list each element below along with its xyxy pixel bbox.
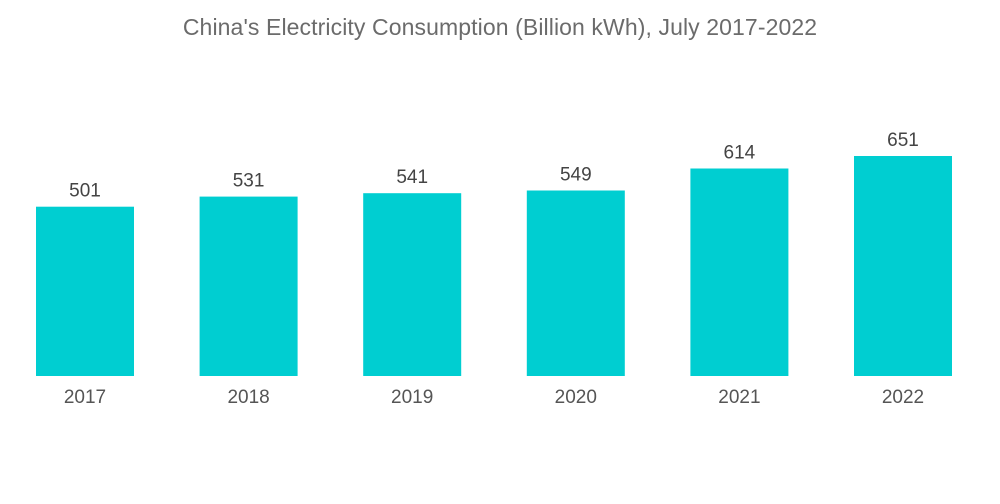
data-label-2018: 531	[233, 171, 265, 192]
data-label-2020: 549	[560, 165, 592, 186]
x-tick-label-2019: 2019	[391, 387, 433, 408]
data-label-2021: 614	[724, 143, 756, 164]
bar-2018	[199, 196, 298, 376]
x-tick-label-2018: 2018	[227, 387, 269, 408]
data-label-2022: 651	[887, 130, 919, 151]
x-tick-label-2020: 2020	[555, 387, 597, 408]
bar-2021	[690, 168, 789, 376]
data-label-2019: 541	[396, 167, 428, 188]
x-tick-label-2017: 2017	[64, 387, 106, 408]
data-label-2017: 501	[69, 181, 101, 202]
bar-2017	[36, 206, 134, 376]
bar-2022	[854, 156, 952, 376]
x-tick-label-2021: 2021	[718, 387, 760, 408]
bar-2020	[526, 190, 625, 376]
chart-title: China's Electricity Consumption (Billion…	[182, 14, 818, 40]
x-tick-label-2022: 2022	[882, 387, 924, 408]
bar-2019	[363, 193, 462, 376]
